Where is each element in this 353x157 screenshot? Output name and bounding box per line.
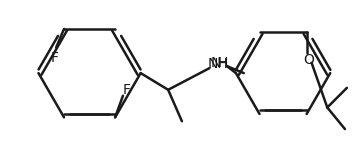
Text: O: O — [303, 53, 314, 67]
Text: F: F — [123, 83, 131, 97]
Text: N: N — [210, 56, 221, 70]
Text: NH: NH — [208, 57, 228, 71]
Text: H: H — [217, 56, 228, 70]
Text: F: F — [50, 51, 58, 65]
